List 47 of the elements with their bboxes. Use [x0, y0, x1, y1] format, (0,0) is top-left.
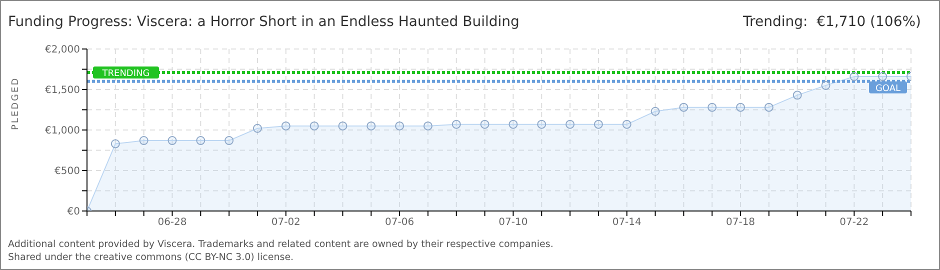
point	[850, 72, 859, 82]
x-tick-label: 07-06	[385, 217, 414, 228]
y-tick-label: €1,000	[45, 126, 80, 137]
ref-line-label: GOAL	[875, 84, 901, 94]
point	[480, 120, 490, 129]
point	[366, 121, 376, 130]
point	[281, 121, 290, 130]
y-tick-label: €500	[54, 166, 80, 178]
point	[537, 120, 546, 129]
point	[310, 121, 319, 130]
point	[650, 106, 660, 116]
point	[139, 136, 148, 146]
x-tick-label: 07-14	[612, 217, 642, 228]
y-tick-label: €2,000	[45, 44, 80, 56]
point	[878, 72, 888, 82]
x-tick-label: 06-28	[158, 217, 187, 228]
text: Additional content provided by Viscera. Trademarks and related content are owned by their respective companies.	[8, 238, 554, 251]
point	[622, 120, 632, 129]
chart-title: Funding Progress: Viscera: a Horror Short in an Endless Haunted Building	[8, 14, 520, 30]
point	[821, 80, 830, 90]
x-tick-label: 07-18	[726, 217, 756, 228]
point	[792, 90, 802, 100]
ref-line-label: TRENDING	[101, 68, 150, 79]
point	[736, 102, 746, 112]
y-tick-label: €1,500	[45, 85, 80, 96]
point	[452, 120, 461, 129]
point	[764, 102, 774, 112]
point	[168, 136, 177, 146]
point	[708, 102, 717, 112]
point	[395, 121, 404, 130]
point	[196, 136, 206, 146]
point	[594, 120, 603, 129]
point	[252, 124, 262, 133]
point	[224, 136, 234, 146]
point	[508, 120, 518, 129]
y-tick-label: €0	[67, 206, 80, 218]
point	[566, 120, 575, 129]
x-tick-label: 07-22	[840, 217, 869, 228]
x-tick-label: 07-10	[498, 217, 528, 228]
point	[338, 121, 348, 130]
x-tick-label: 07-02	[271, 217, 300, 228]
point	[423, 121, 432, 130]
y-axis-title: PLEDGED	[11, 76, 22, 130]
point	[110, 139, 120, 148]
point	[679, 102, 688, 112]
chart-subtitle: Trending: €1,710 (106%)	[743, 14, 921, 30]
text: Shared under the creative commons (CC BY-NC 3.0) license.	[8, 251, 295, 264]
